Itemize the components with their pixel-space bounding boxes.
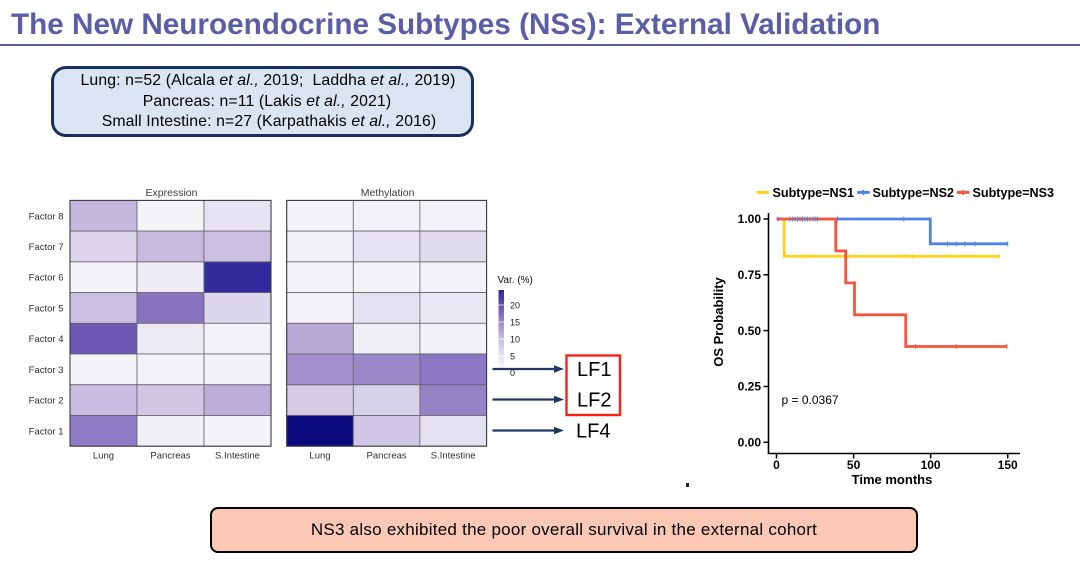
svg-text:S.Intestine: S.Intestine	[215, 451, 260, 462]
svg-text:Var. (%): Var. (%)	[498, 275, 533, 286]
svg-text:OS Probability: OS Probability	[711, 276, 726, 366]
svg-text:50: 50	[847, 458, 861, 472]
svg-text:Factor 4: Factor 4	[29, 334, 64, 345]
svg-text:Subtype=NS2: Subtype=NS2	[873, 186, 955, 200]
svg-text:5: 5	[510, 351, 515, 361]
svg-text:10: 10	[510, 334, 520, 344]
svg-text:Time months: Time months	[852, 472, 933, 487]
svg-text:Factor 1: Factor 1	[29, 426, 64, 437]
svg-text:0.50: 0.50	[738, 324, 762, 338]
svg-text:0: 0	[773, 458, 780, 472]
svg-text:Factor 2: Factor 2	[29, 396, 64, 407]
svg-text:0.25: 0.25	[738, 380, 762, 394]
svg-text:Expression: Expression	[146, 187, 198, 199]
svg-text:Factor 5: Factor 5	[29, 303, 64, 314]
svg-text:Factor 7: Factor 7	[29, 242, 64, 253]
svg-text:15: 15	[510, 317, 520, 327]
svg-text:LF4: LF4	[576, 421, 610, 443]
svg-text:Subtype=NS1: Subtype=NS1	[773, 186, 855, 200]
svg-text:p = 0.0367: p = 0.0367	[782, 393, 839, 407]
svg-text:100: 100	[921, 458, 941, 472]
svg-text:S.Intestine: S.Intestine	[431, 451, 476, 462]
svg-text:0.75: 0.75	[738, 268, 762, 282]
svg-text:Lung: Lung	[93, 451, 114, 462]
svg-text:0.00: 0.00	[738, 436, 762, 450]
svg-text:20: 20	[510, 300, 520, 310]
svg-text:LF1: LF1	[577, 359, 611, 381]
svg-text:Pancreas: Pancreas	[367, 451, 407, 462]
svg-text:Factor 8: Factor 8	[29, 211, 64, 222]
svg-text:Lung: Lung	[309, 451, 330, 462]
svg-text:150: 150	[998, 458, 1018, 472]
svg-text:LF2: LF2	[577, 390, 611, 412]
svg-text:Methylation: Methylation	[361, 187, 415, 199]
svg-text:1.00: 1.00	[738, 212, 762, 226]
svg-text:Pancreas: Pancreas	[150, 451, 190, 462]
svg-text:Subtype=NS3: Subtype=NS3	[973, 186, 1055, 200]
svg-text:Factor 6: Factor 6	[29, 273, 64, 284]
svg-text:Factor 3: Factor 3	[29, 365, 64, 376]
svg-text:0: 0	[510, 368, 515, 378]
